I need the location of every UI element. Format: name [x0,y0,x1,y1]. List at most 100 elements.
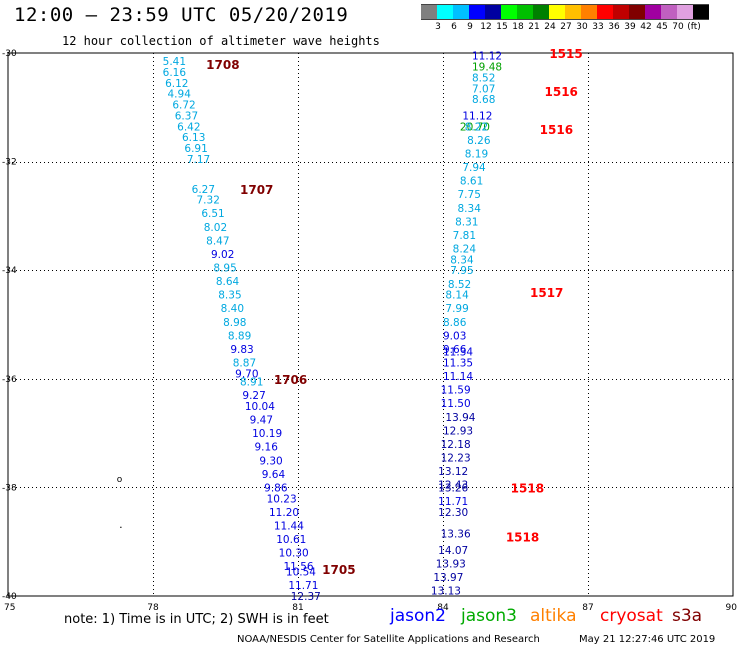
wave-height-value: 10.19 [252,428,282,440]
wave-height-value: 14.07 [438,545,468,557]
wave-height-value: 7.95 [450,265,473,277]
map-frame [7,52,734,597]
legend-cryosat: cryosat [600,606,663,626]
wave-height-value: 8.91 [240,377,263,389]
pass-label: 1707 [240,183,273,197]
wave-height-value: 6.13 [182,132,205,144]
wave-height-value: 8.40 [221,303,244,315]
colorbar-label: 45 [656,22,668,32]
pass-label: 1515 [549,47,582,61]
wave-height-value: 6.27 [192,184,215,196]
wave-height-value: 8.35 [218,290,241,302]
colorbar-swatch [533,4,549,20]
colorbar-labels: 3 6 9 12 15 18 21 24 27 30 33 36 39 42 45 70 (ft) [421,22,740,34]
colorbar-label: (ft) [687,22,701,32]
wave-height-value: 9.03 [443,330,466,342]
colorbar-swatch [693,4,709,20]
colorbar-label: 18 [512,22,524,32]
wave-height-value: 5.41 [163,56,186,68]
colorbar-swatch [421,4,437,20]
lon-tick-label: 81 [292,603,303,613]
lat-tick-label: -38 [2,483,17,493]
lon-tick-label: 84 [437,603,449,613]
wave-height-value: 6.51 [201,208,224,220]
pass-label: 1705 [322,563,355,577]
wave-height-value: 12.23 [441,453,471,465]
wave-height-value: 8.47 [206,235,229,247]
wave-height-value: 6.91 [184,143,207,155]
colorbar-label: 24 [544,22,556,32]
wave-height-value: 8.52 [472,72,495,84]
pass-label: 1517 [530,286,563,300]
wave-height-value: 11.35 [443,358,473,370]
wave-height-value: 8.52 [448,279,471,291]
wave-height-value: 8.31 [455,216,478,228]
wave-height-value: 11.12 [462,110,492,122]
wave-height-value: 6.12 [165,78,188,90]
wave-height-value: 9.70 [235,368,258,380]
wave-height-value: 11.12 [472,51,502,63]
lat-tick-label: -40 [2,592,17,602]
wave-height-value: 8.68 [472,94,495,106]
pass-label: 1516 [545,85,578,99]
wave-height-value: 8.22 [465,121,488,133]
island-mark: o [117,475,123,485]
wave-height-value: 11.71 [438,496,468,508]
pass-label: 1706 [274,373,307,387]
wave-height-value: 13.94 [445,412,475,424]
wave-height-value: 10.61 [276,534,306,546]
wave-height-value: 8.02 [204,222,227,234]
wave-height-value: 12.30 [438,507,468,519]
colorbar-label: 33 [592,22,604,32]
wave-height-value: 7.81 [453,230,476,242]
wave-height-value: 11.50 [441,398,471,410]
colorbar-label: 30 [576,22,588,32]
colorbar-swatch [485,4,501,20]
wave-height-value: 8.87 [233,358,256,370]
wave-height-value: 6.72 [172,100,195,112]
wave-height-value: 7.17 [187,154,210,166]
colorbar-label: 12 [480,22,492,32]
wave-height-value: 8.34 [458,203,482,215]
wave-height-value: 13.36 [441,529,471,541]
footer-timestamp: May 21 12:27:46 UTC 2019 [579,634,716,645]
wave-height-value: 11.20 [269,507,299,519]
colorbar-swatch [453,4,469,20]
wave-height-value: 12.43 [438,480,468,492]
wave-height-value: 4.94 [168,89,192,101]
wave-height-value: 11.56 [284,561,314,573]
wave-height-value: 9.30 [259,455,282,467]
wave-height-value: 8.95 [213,262,236,274]
wave-height-value: 10.23 [267,493,297,505]
wave-height-value: 11.14 [443,371,473,383]
wave-height-value: 12.93 [443,425,473,437]
wave-height-value: 19.48 [472,62,502,74]
colorbar-label: 15 [496,22,508,32]
wave-height-value: 13.26 [438,482,468,494]
colorbar-label: 6 [451,22,457,32]
page-subtitle: 12 hour collection of altimeter wave hei… [62,34,380,48]
wave-height-value: 11.44 [274,520,304,532]
wave-height-value: 7.07 [472,83,495,95]
colorbar-label: 39 [624,22,636,32]
colorbar-label: 42 [640,22,652,32]
wave-height-value: 8.64 [216,276,240,288]
wave-height-value: 8.26 [467,135,491,147]
colorbar-swatch [469,4,485,20]
wave-height-value: 6.16 [163,67,187,79]
wave-height-value: 9.47 [250,415,273,427]
legend-note: note: 1) Time is in UTC; 2) SWH is in fe… [64,612,329,627]
colorbar-swatch [661,4,677,20]
wave-height-value: 13.13 [431,586,461,598]
wave-height-value: 7.99 [445,303,468,315]
pass-label: 1518 [511,481,544,495]
wave-height-value: 9.16 [255,442,279,454]
lon-tick-label: 75 [4,603,15,613]
wave-height-value: 9.83 [230,344,253,356]
wave-height-value: 8.89 [228,330,251,342]
wave-height-value: 8.98 [223,317,246,329]
wave-height-value: 8.24 [453,243,477,255]
wave-height-value: 8.61 [460,176,483,188]
wave-height-value: 12.18 [441,439,471,451]
legend-altika: altika [530,606,577,626]
